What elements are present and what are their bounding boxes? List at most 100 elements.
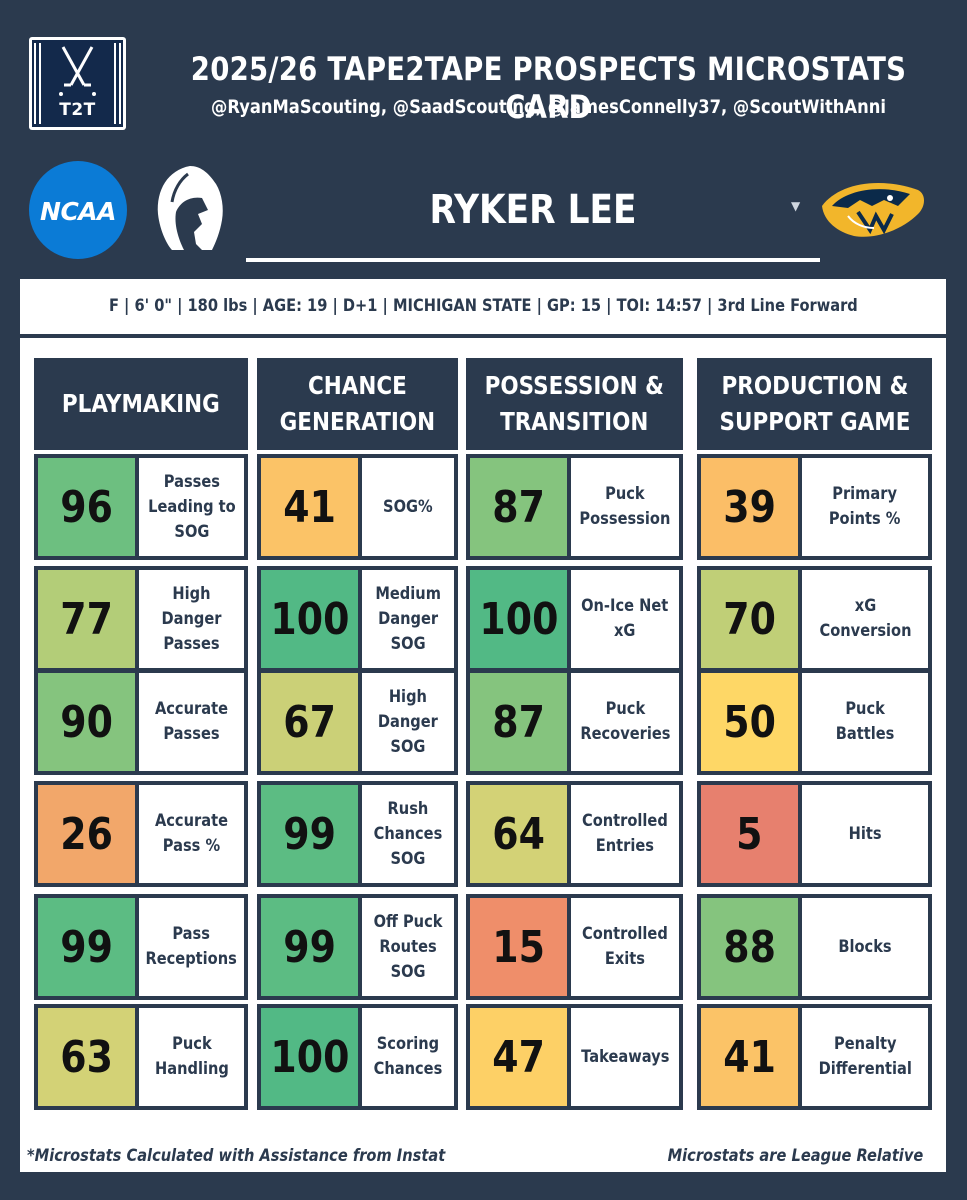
stat-label-cell: Puck Handling <box>139 1008 244 1106</box>
stat-label-cell: Rush Chances SOG <box>362 785 454 883</box>
stat-tile: 70 xG Conversion <box>697 566 932 672</box>
stat-value: 100 <box>269 593 349 645</box>
ncaa-logo-text: NCAA <box>40 197 116 226</box>
name-underline <box>246 258 820 262</box>
category-title: CHANCE GENERATION <box>279 371 436 436</box>
stat-value-cell: 39 <box>701 458 798 556</box>
stat-label-cell: Scoring Chances <box>362 1008 454 1106</box>
stat-value-cell: 96 <box>38 458 135 556</box>
stat-label: SOG% <box>383 496 433 517</box>
stat-value-cell: 64 <box>470 785 567 883</box>
category-title: PRODUCTION & SUPPORT GAME <box>719 371 910 436</box>
stat-value: 67 <box>283 696 336 748</box>
stat-tile: 5 Hits <box>697 781 932 887</box>
stat-value-cell: 41 <box>261 458 358 556</box>
stat-value: 88 <box>723 921 776 973</box>
stat-value: 96 <box>60 481 113 533</box>
stat-tile: 41 Penalty Differential <box>697 1004 932 1110</box>
category-header: CHANCE GENERATION <box>257 358 458 450</box>
stat-value: 50 <box>723 696 776 748</box>
stat-value: 77 <box>60 593 113 645</box>
stat-value-cell: 15 <box>470 898 567 996</box>
stat-label-cell: SOG% <box>362 458 454 556</box>
stat-tile: 99 Rush Chances SOG <box>257 781 458 887</box>
stat-tile: 26 Accurate Pass % <box>34 781 248 887</box>
stat-value: 99 <box>283 808 336 860</box>
stat-tile: 87 Puck Recoveries <box>466 669 683 775</box>
stat-label: Primary Points % <box>829 484 901 529</box>
stat-value-cell: 99 <box>38 898 135 996</box>
stat-value-cell: 90 <box>38 673 135 771</box>
stat-value: 87 <box>492 481 545 533</box>
ncaa-logo: NCAA <box>29 161 127 259</box>
stat-tile: 99 Off Puck Routes SOG <box>257 894 458 1000</box>
stat-label-cell: Accurate Pass % <box>139 785 244 883</box>
stat-tile: 96 Passes Leading to SOG <box>34 454 248 560</box>
stat-label: Controlled Exits <box>582 924 668 969</box>
stat-value: 64 <box>492 808 545 860</box>
stat-label: Puck Handling <box>154 1034 229 1079</box>
stat-label-cell: Controlled Entries <box>571 785 679 883</box>
stat-label-cell: High Danger Passes <box>139 570 244 668</box>
stat-value-cell: 87 <box>470 458 567 556</box>
stat-value-cell: 5 <box>701 785 798 883</box>
stat-tile: 47 Takeaways <box>466 1004 683 1110</box>
stat-label: Puck Recoveries <box>579 699 671 744</box>
stat-label-cell: Medium Danger SOG <box>362 570 454 668</box>
stat-value: 99 <box>60 921 113 973</box>
stat-value: 70 <box>723 593 776 645</box>
stat-tile: 64 Controlled Entries <box>466 781 683 887</box>
stat-label-cell: On-Ice Net xG <box>571 570 679 668</box>
stat-value-cell: 99 <box>261 898 358 996</box>
stat-tile: 100 Scoring Chances <box>257 1004 458 1110</box>
stat-label: Scoring Chances <box>373 1034 443 1079</box>
stat-value-cell: 100 <box>470 570 567 668</box>
stat-label: Off Puck Routes SOG <box>373 911 443 982</box>
stat-value-cell: 100 <box>261 1008 358 1106</box>
category-title: PLAYMAKING <box>62 389 220 418</box>
stat-value: 39 <box>723 481 776 533</box>
stat-label: xG Conversion <box>818 596 911 641</box>
stat-label: Accurate Pass % <box>154 811 229 856</box>
player-info-line: F | 6' 0" | 180 lbs | AGE: 19 | D+1 | MI… <box>108 296 858 316</box>
stat-tile: 41 SOG% <box>257 454 458 560</box>
stat-tile: 100 On-Ice Net xG <box>466 566 683 672</box>
stat-tile: 63 Puck Handling <box>34 1004 248 1110</box>
stat-value: 41 <box>283 481 336 533</box>
stat-value: 87 <box>492 696 545 748</box>
stat-label-cell: Blocks <box>802 898 928 996</box>
stat-tile: 15 Controlled Exits <box>466 894 683 1000</box>
stat-label-cell: Penalty Differential <box>802 1008 928 1106</box>
stat-label: Takeaways <box>580 1046 670 1067</box>
stat-value-cell: 41 <box>701 1008 798 1106</box>
spartan-helmet-icon <box>157 166 223 250</box>
stat-label-cell: Takeaways <box>571 1008 679 1106</box>
stat-value-cell: 47 <box>470 1008 567 1106</box>
card-title: 2025/26 TAPE2TAPE PROSPECTS MICROSTATS C… <box>190 50 907 126</box>
caret-down-icon: ▼ <box>791 199 801 213</box>
stat-label: High Danger SOG <box>377 686 439 757</box>
stat-label-cell: High Danger SOG <box>362 673 454 771</box>
stat-label: Controlled Entries <box>582 811 668 856</box>
stat-value: 99 <box>283 921 336 973</box>
stat-label: On-Ice Net xG <box>581 596 669 641</box>
stat-label: Penalty Differential <box>818 1034 912 1079</box>
stat-value: 63 <box>60 1031 113 1083</box>
t2t-logo: T2T <box>29 37 126 130</box>
stat-value-cell: 100 <box>261 570 358 668</box>
stat-value: 15 <box>492 921 545 973</box>
stat-label-cell: Passes Leading to SOG <box>139 458 244 556</box>
logo-text: T2T <box>59 100 96 120</box>
footer-note-left: *Microstats Calculated with Assistance f… <box>27 1146 446 1166</box>
stat-label: Puck Battles <box>835 699 895 744</box>
stat-tile: 99 Pass Receptions <box>34 894 248 1000</box>
stat-tile: 100 Medium Danger SOG <box>257 566 458 672</box>
stat-tile: 77 High Danger Passes <box>34 566 248 672</box>
player-name: RYKER LEE <box>429 187 637 233</box>
category-header: PRODUCTION & SUPPORT GAME <box>697 358 932 450</box>
stat-value-cell: 87 <box>470 673 567 771</box>
stat-value-cell: 99 <box>261 785 358 883</box>
stat-value-cell: 88 <box>701 898 798 996</box>
stat-label: Puck Possession <box>579 484 671 529</box>
stat-label-cell: Hits <box>802 785 928 883</box>
